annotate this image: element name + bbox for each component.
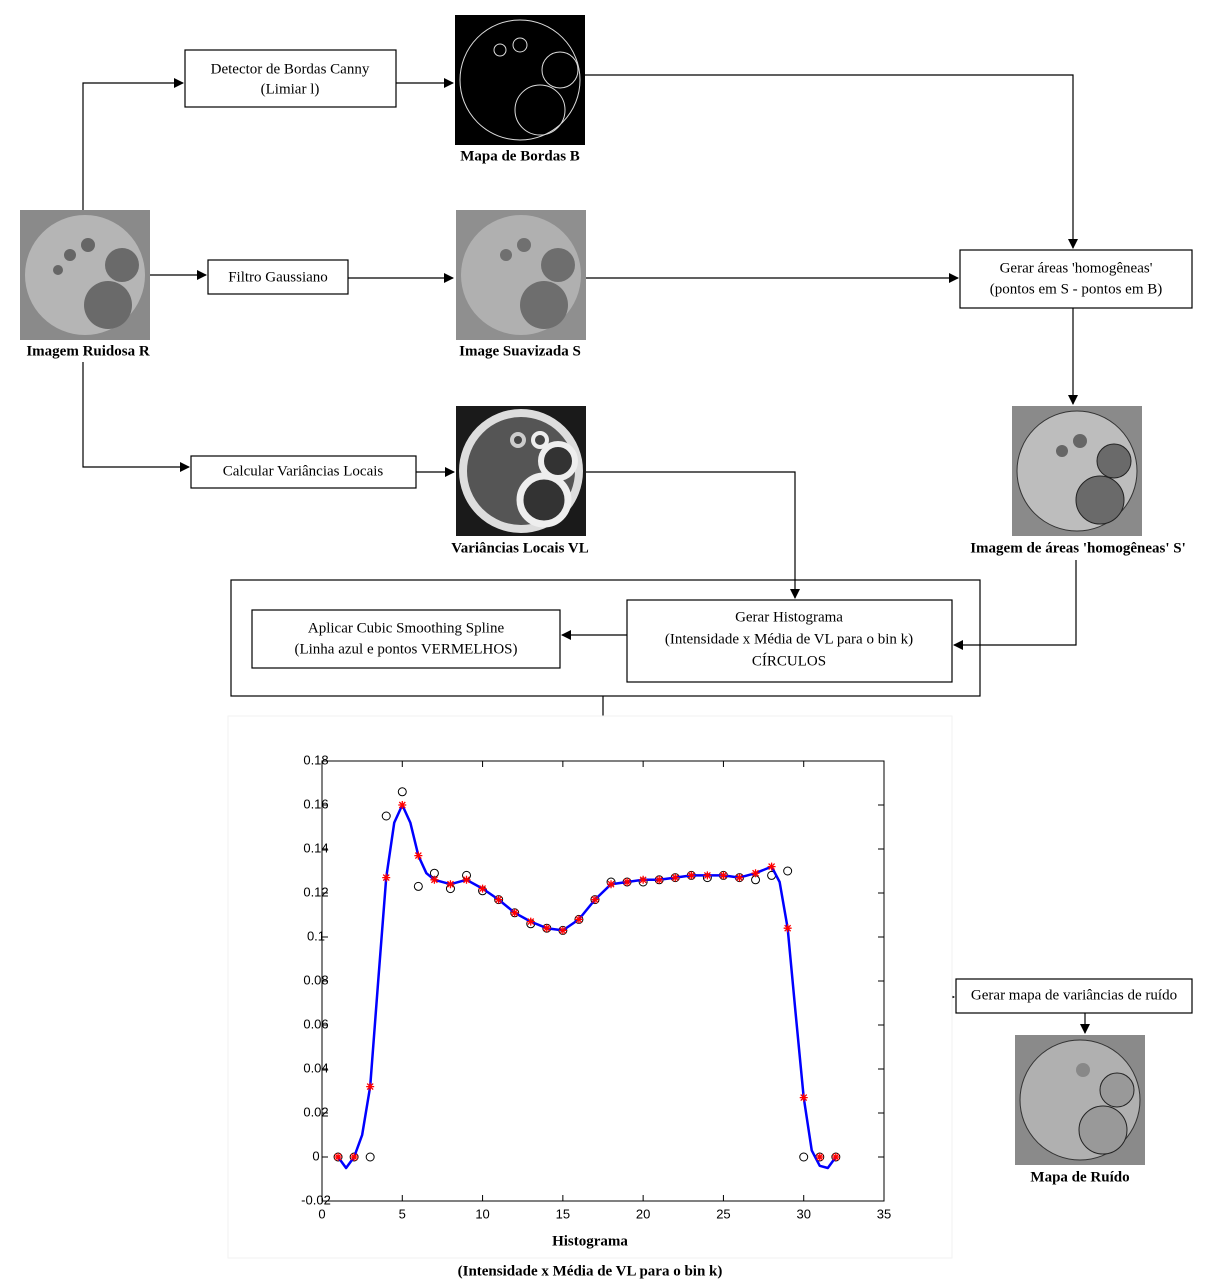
spline-point [735,874,743,882]
spline-point [800,1094,808,1102]
y-tick-label: 0.18 [303,752,328,767]
node-text: (pontos em S - pontos em B) [990,281,1163,297]
spline-point [703,871,711,879]
arrow [83,83,183,210]
node-text: Calcular Variâncias Locais [223,463,384,479]
y-tick-label: 0 [312,1148,319,1163]
spline-point [816,1153,824,1161]
spline-point [671,874,679,882]
spline-point [768,863,776,871]
spline-point [752,869,760,877]
x-tick-label: 20 [636,1206,650,1221]
diagram: Detector de Bordas Canny (Limiar l) Filt… [0,0,1222,1287]
spline-point [414,852,422,860]
chart-subtitle: (Intensidade x Média de VL para o bin k) [458,1263,723,1279]
spline-point [832,1153,840,1161]
y-tick-label: 0.16 [303,796,328,811]
x-tick-label: 0 [318,1206,325,1221]
spline-point [607,880,615,888]
spline-point [479,885,487,893]
arrow [83,362,189,467]
spline-point [639,876,647,884]
arrow [586,472,795,598]
page: Detector de Bordas Canny (Limiar l) Filt… [0,0,1222,1287]
spline-point [334,1153,342,1161]
y-tick-label: 0.14 [303,840,328,855]
spline-point [446,880,454,888]
node-text: Gerar mapa de variâncias de ruído [971,987,1177,1003]
y-tick-label: 0.08 [303,972,328,987]
x-tick-label: 10 [475,1206,489,1221]
y-tick-label: 0.12 [303,884,328,899]
spline-point [398,801,406,809]
image-variances [456,406,586,536]
y-tick-label: -0.02 [301,1192,331,1207]
spline-point [382,874,390,882]
spline-point [623,878,631,886]
node-text: (Limiar l) [261,81,320,97]
chart-title: Histograma [552,1233,628,1249]
image-caption: Mapa de Ruído [1030,1169,1129,1185]
spline-point [463,876,471,884]
spline-point [511,909,519,917]
x-tick-label: 30 [796,1206,810,1221]
spline-point [591,896,599,904]
y-tick-label: 0.04 [303,1060,328,1075]
image-caption: Image Suavizada S [459,343,581,359]
spline-point [366,1083,374,1091]
image-caption: Mapa de Bordas B [460,148,580,164]
spline-point [495,896,503,904]
node-text: (Linha azul e pontos VERMELHOS) [294,641,517,657]
image-homogeneous [1012,406,1142,536]
plot-frame [322,761,884,1201]
x-tick-label: 25 [716,1206,730,1221]
x-tick-label: 5 [399,1206,406,1221]
image-caption: Variâncias Locais VL [451,540,589,556]
spline-point [784,924,792,932]
node-text: Aplicar Cubic Smoothing Spline [308,620,505,636]
spline-point [655,876,663,884]
spline-point [543,924,551,932]
spline-point [527,918,535,926]
node-text: (Intensidade x Média de VL para o bin k) [665,631,913,647]
image-caption: Imagem de áreas 'homogêneas' S' [970,540,1186,556]
spline-point [430,876,438,884]
node-text: Filtro Gaussiano [228,269,328,285]
x-tick-label: 15 [556,1206,570,1221]
node-text: CÍRCULOS [752,652,826,669]
image-edges [455,15,585,145]
image-noise-map [1015,1035,1145,1165]
spline-point [559,926,567,934]
image-caption: Imagem Ruidosa R [26,343,150,359]
y-tick-label: 0.06 [303,1016,328,1031]
arrow [585,75,1073,248]
image-noisy [20,210,150,340]
box [185,50,396,107]
spline-point [687,871,695,879]
x-tick-label: 35 [877,1206,891,1221]
node-text: Gerar Histograma [735,609,843,625]
node-text: Detector de Bordas Canny [211,61,370,77]
spline-point [350,1153,358,1161]
y-tick-label: 0.02 [303,1104,328,1119]
box [960,250,1192,308]
y-tick-label: 0.1 [307,928,325,943]
box [252,610,560,668]
node-text: Gerar áreas 'homogêneas' [1000,260,1153,276]
spline-point [719,871,727,879]
image-smoothed [456,210,586,340]
spline-point [575,915,583,923]
